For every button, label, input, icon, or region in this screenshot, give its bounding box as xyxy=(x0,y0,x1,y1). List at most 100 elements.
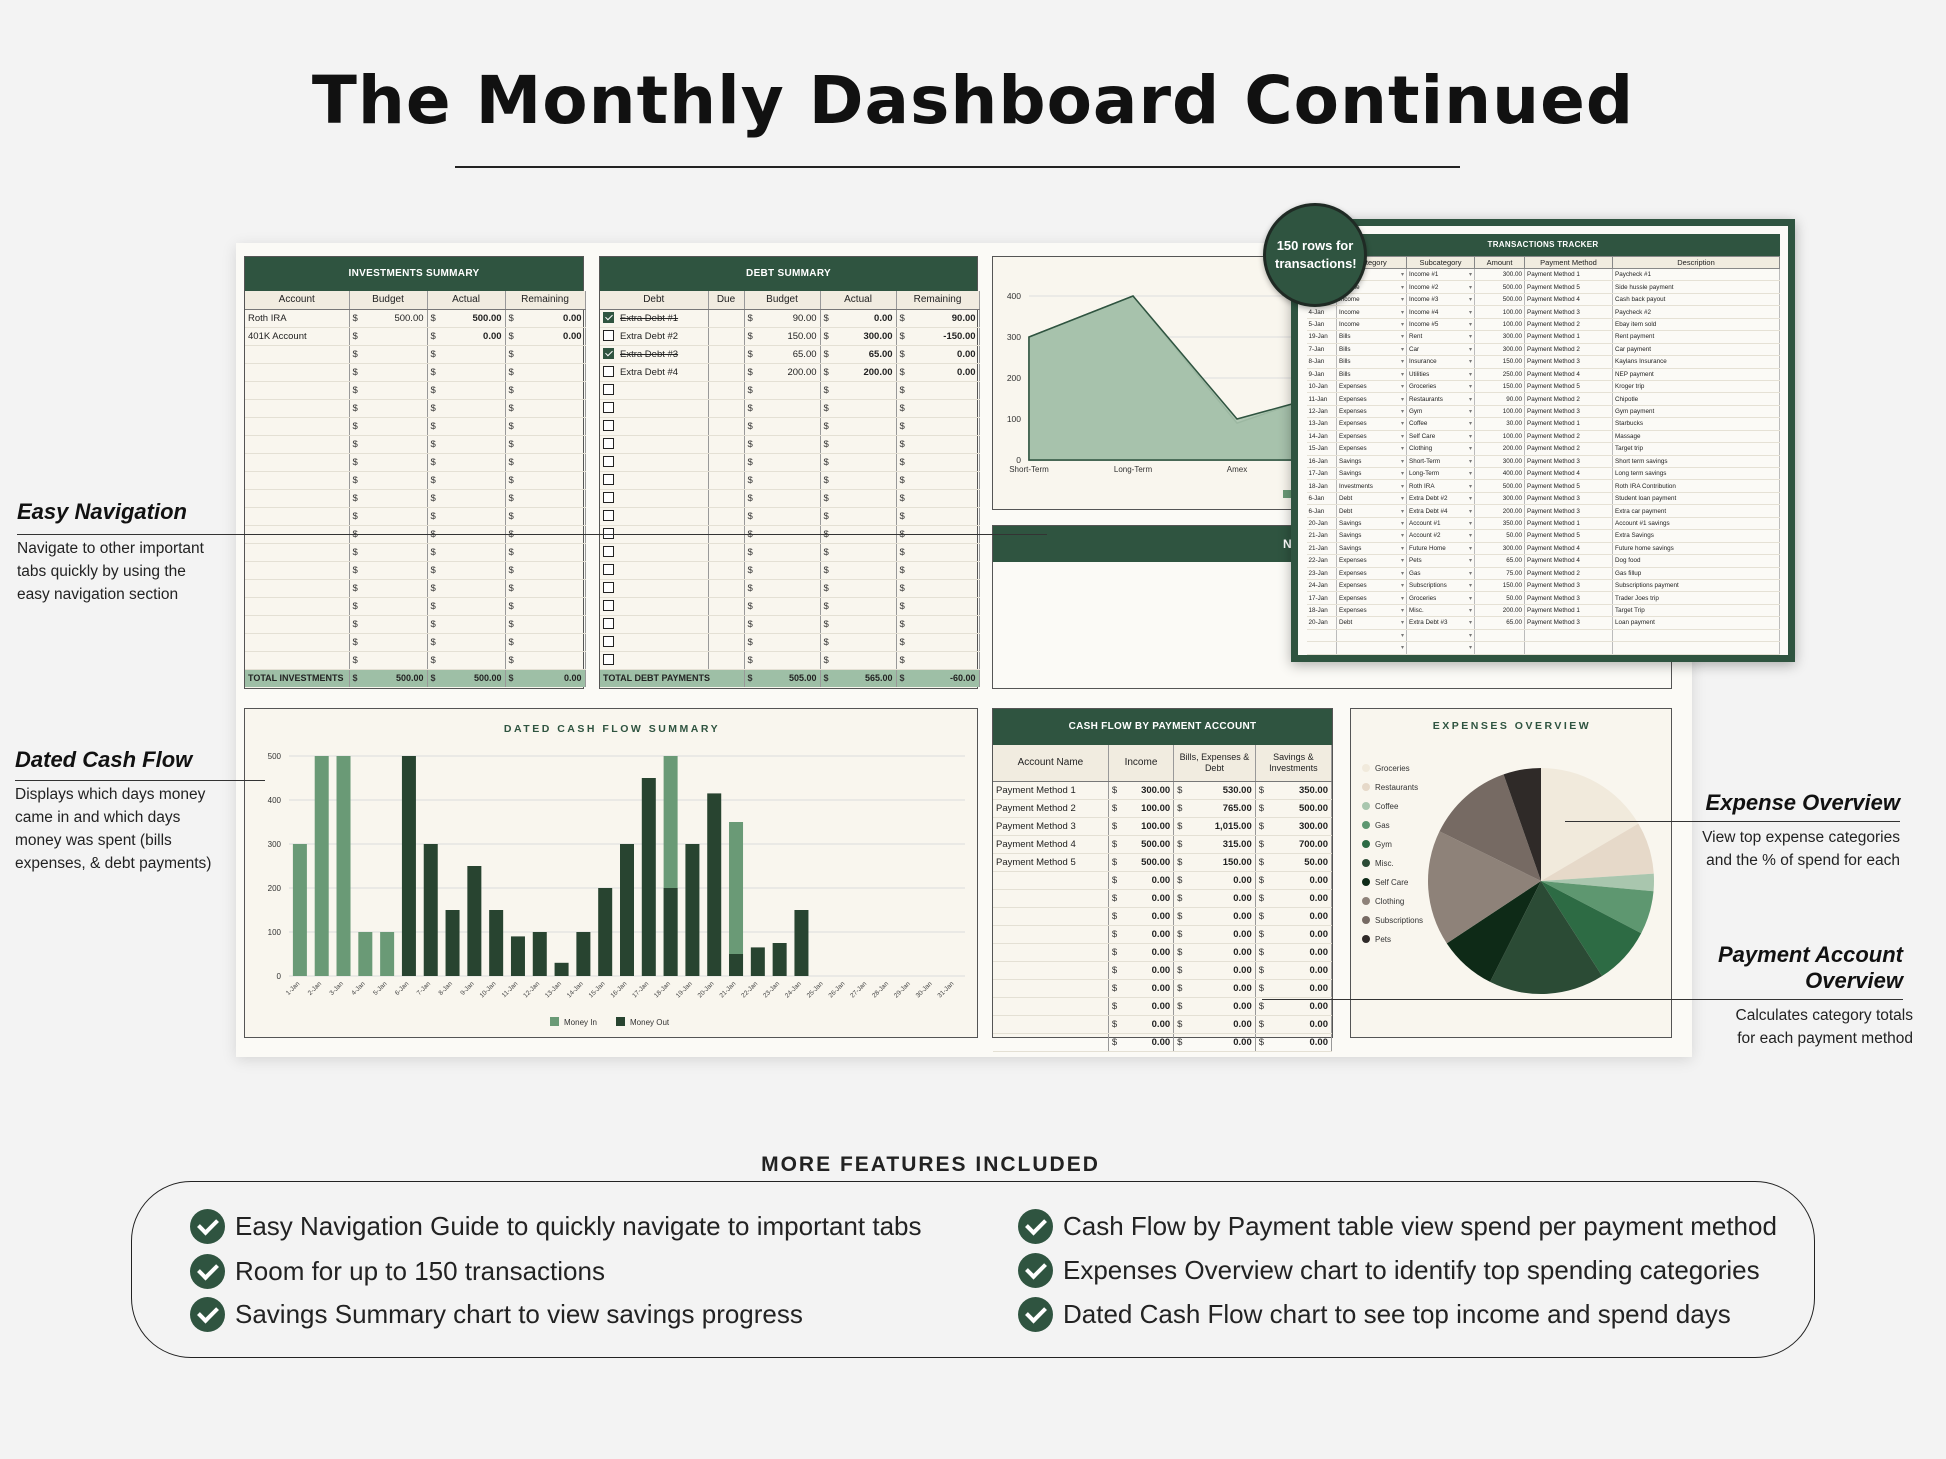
tx-row[interactable]: 24-JanExpensesSubscriptions150.00Payment… xyxy=(1306,579,1780,593)
table-row[interactable]: $ $ $ xyxy=(600,435,980,454)
debt-checkbox[interactable] xyxy=(603,456,614,468)
tx-row[interactable] xyxy=(1306,629,1780,643)
table-row[interactable]: $ $ $ xyxy=(600,561,980,580)
col-remaining[interactable]: Remaining xyxy=(896,291,980,310)
table-row[interactable]: $ $ $ xyxy=(600,597,980,616)
table-row[interactable]: $ $ $ xyxy=(600,651,980,670)
table-row[interactable]: Payment Method 3 $100.00 $1,015.00 $300.00 xyxy=(993,817,1333,836)
table-row[interactable]: Payment Method 1 $300.00 $530.00 $350.00 xyxy=(993,781,1333,800)
debt-checkbox[interactable] xyxy=(603,564,614,576)
table-row[interactable]: $0.00 $0.00 $0.00 xyxy=(993,1015,1333,1034)
table-row[interactable]: $0.00 $0.00 $0.00 xyxy=(993,907,1333,926)
col-budget[interactable]: Budget xyxy=(349,291,428,310)
table-row[interactable]: $0.00 $0.00 $0.00 xyxy=(993,871,1333,890)
table-row[interactable]: $ $ $ xyxy=(245,651,586,670)
tx-col-header[interactable]: Description xyxy=(1612,256,1780,269)
debt-checkbox[interactable] xyxy=(603,582,614,594)
table-row[interactable]: $ $ $ xyxy=(600,615,980,634)
table-row[interactable]: $ $ $ xyxy=(245,399,586,418)
table-row[interactable]: Extra Debt #4 $200.00 $200.00 $0.00 xyxy=(600,363,980,382)
debt-checkbox[interactable] xyxy=(603,546,614,558)
table-row[interactable]: $0.00 $0.00 $0.00 xyxy=(993,961,1333,980)
tx-col-header[interactable]: Payment Method xyxy=(1524,256,1613,269)
table-row[interactable]: $0.00 $0.00 $0.00 xyxy=(993,979,1333,998)
table-row[interactable]: $0.00 $0.00 $0.00 xyxy=(993,889,1333,908)
debt-checkbox[interactable] xyxy=(603,528,614,540)
table-row[interactable]: $ $ $ xyxy=(245,435,586,454)
table-row[interactable]: $ $ $ xyxy=(245,489,586,508)
table-row[interactable]: Payment Method 4 $500.00 $315.00 $700.00 xyxy=(993,835,1333,854)
debt-checkbox[interactable] xyxy=(603,636,614,648)
table-row[interactable]: $ $ $ xyxy=(600,453,980,472)
debt-checkbox[interactable] xyxy=(603,420,614,432)
table-row[interactable]: $ $ $ xyxy=(245,471,586,490)
table-row[interactable]: 401K Account $ $0.00 $0.00 xyxy=(245,327,586,346)
debt-checkbox[interactable] xyxy=(603,510,614,522)
table-row[interactable]: Extra Debt #2 $150.00 $300.00 $ -150.00 xyxy=(600,327,980,346)
table-row[interactable]: $ $ $ xyxy=(600,579,980,598)
table-row[interactable]: $ $ $ xyxy=(245,633,586,652)
col-actual[interactable]: Actual xyxy=(820,291,897,310)
debt-checkbox[interactable] xyxy=(603,330,614,342)
table-row[interactable]: $ $ $ xyxy=(245,507,586,526)
debt-checkbox[interactable] xyxy=(603,492,614,504)
table-row[interactable]: $0.00 $0.00 $0.00 xyxy=(993,925,1333,944)
col-account-name[interactable]: Account Name xyxy=(993,745,1109,782)
debt-checkbox[interactable] xyxy=(603,402,614,414)
table-row[interactable]: $ $ $ xyxy=(600,417,980,436)
table-row[interactable]: $ $ $ xyxy=(245,381,586,400)
table-row[interactable]: Extra Debt #1 $90.00 $0.00 $90.00 xyxy=(600,309,980,328)
table-row[interactable]: $ $ $ xyxy=(245,579,586,598)
col-remaining[interactable]: Remaining xyxy=(505,291,586,310)
debt-checkbox[interactable] xyxy=(603,348,614,360)
table-row[interactable]: $0.00 $0.00 $0.00 xyxy=(993,943,1333,962)
col-budget[interactable]: Budget xyxy=(744,291,821,310)
table-row[interactable]: $ $ $ xyxy=(600,543,980,562)
debt-checkbox[interactable] xyxy=(603,384,614,396)
tx-row[interactable] xyxy=(1306,641,1780,655)
debt-checkbox[interactable] xyxy=(603,600,614,612)
table-row[interactable]: $ $ $ xyxy=(245,597,586,616)
col-account[interactable]: Account xyxy=(245,291,350,310)
table-row[interactable]: $ $ $ xyxy=(245,615,586,634)
table-row[interactable]: $ $ $ xyxy=(245,417,586,436)
debt-checkbox[interactable] xyxy=(603,438,614,450)
table-row[interactable]: $ $ $ xyxy=(600,507,980,526)
debt-checkbox[interactable] xyxy=(603,474,614,486)
table-row[interactable]: $ $ $ xyxy=(600,381,980,400)
debt-checkbox[interactable] xyxy=(603,618,614,630)
tx-col-header[interactable]: Subcategory xyxy=(1406,256,1475,269)
debt-checkbox[interactable] xyxy=(603,366,614,378)
col-savings[interactable]: Savings & Investments xyxy=(1255,745,1333,782)
table-row[interactable]: $ $ $ xyxy=(600,471,980,490)
table-row[interactable]: $ $ $ xyxy=(245,345,586,364)
table-row[interactable]: $ $ $ xyxy=(245,363,586,382)
table-row[interactable]: $0.00 $0.00 $0.00 xyxy=(993,997,1333,1016)
table-row[interactable]: Payment Method 2 $100.00 $765.00 $500.00 xyxy=(993,799,1333,818)
table-row[interactable]: Roth IRA $500.00 $500.00 $0.00 xyxy=(245,309,586,328)
table-row[interactable]: $ $ $ xyxy=(600,489,980,508)
